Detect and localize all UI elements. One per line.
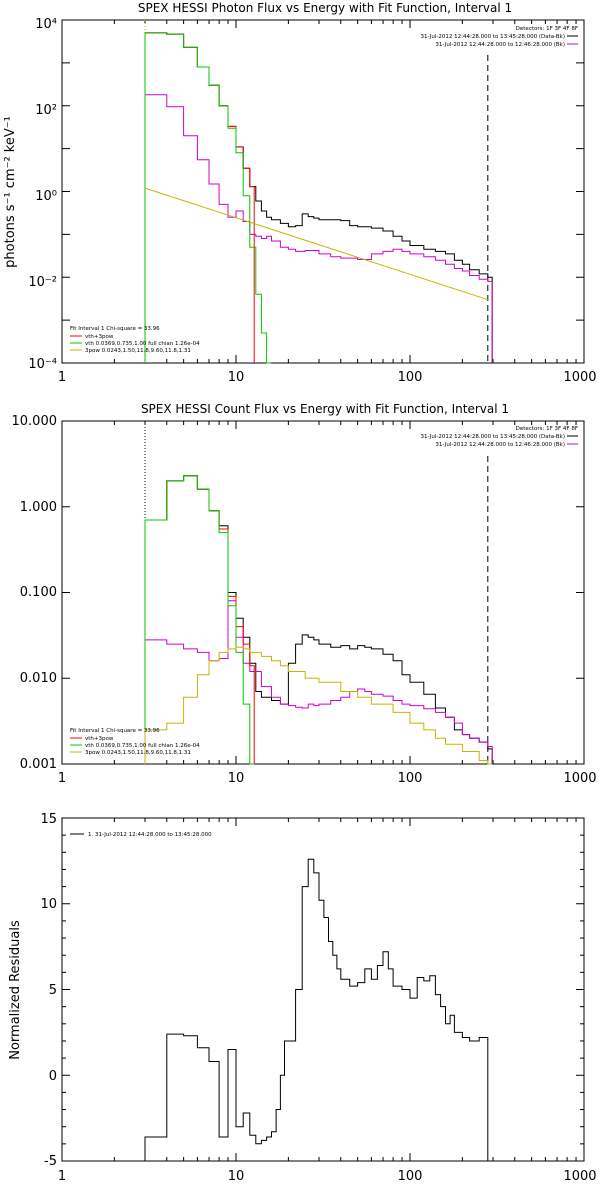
count-flux-y-tick-0.010: 0.010 [20,671,57,686]
count-flux-time-legend-2: 31-Jul-2012 12:44:28.000 to 12:46:28.000… [435,442,565,448]
residuals-y-label: Normalized Residuals [8,920,23,1060]
residuals-x-tick-1: 1 [58,1169,66,1184]
photon-flux-y-label: photons s⁻¹ cm⁻² keV⁻¹ [3,116,18,268]
residuals-legend-label: 1. 31-Jul-2012 12:44:28.000 to 13:45:28.… [88,832,212,838]
count-flux-panel: SPEX HESSI Count Flux vs Energy with Fit… [12,402,597,786]
residuals-x-tick-10: 10 [228,1169,245,1184]
photon-flux-series-vth-3pow [144,32,255,363]
photon-flux-fit-legend-2: vth 0.0369,0.735,1.00 full chian 1.26e-0… [85,341,200,347]
count-flux-y-tick-0.001: 0.001 [20,757,57,772]
count-flux-x-tick-10: 10 [228,771,245,786]
count-flux-series-data-bk [144,475,493,764]
photon-flux-x-tick-100: 100 [398,370,423,385]
count-flux-fit-legend-2: vth 0.0369,0.735,1.00 full chian 1.26e-0… [85,743,200,749]
count-flux-series-vth [144,475,255,765]
residuals-y-tick-neg5: -5 [44,1154,57,1169]
count-flux-y-tick-1.000: 1.000 [20,500,57,515]
photon-flux-series-3pow [144,187,488,301]
count-flux-series-vth-3pow [144,475,255,764]
count-flux-detectors: Detectors: 1F 3F 4F 8F [516,426,578,432]
photon-flux-series-vth [144,32,271,364]
photon-flux-y-tick-1e0: 10⁰ [35,189,57,204]
photon-flux-series-data-bk [144,32,493,363]
residuals-y-tick-5: 5 [49,983,57,998]
photon-flux-x-tick-10: 10 [228,370,245,385]
residuals-marks [61,817,584,1162]
count-flux-y-tick-10.000: 10.000 [12,414,58,429]
residuals-series-1-31-jul-2012-12-44-28-000-to-13-45-28-000 [144,858,493,1162]
count-flux-series-bk [144,600,493,764]
residuals-y-tick-10: 10 [40,897,57,912]
photon-flux-y-tick-1e4: 10⁴ [35,17,57,32]
photon-flux-fit-legend-1: vth+3pow [85,334,114,340]
photon-flux-plot-frame [61,19,585,364]
photon-flux-y-tick-1e-2: 10⁻² [28,275,57,290]
count-flux-time-legend-1: 31-Jul-2012 12:44:28.000 to 13:45:28.000… [421,434,566,440]
count-flux-series-3pow [144,646,493,765]
photon-flux-x-tick-1: 1 [58,370,66,385]
photon-flux-y-tick-1e2: 10² [35,103,57,118]
residuals-y-tick-0: 0 [49,1069,57,1084]
residuals-x-tick-1000: 1000 [563,1169,596,1184]
count-flux-x-tick-1000: 1000 [563,771,596,786]
count-flux-x-tick-1: 1 [58,771,66,786]
count-flux-plot-frame [61,420,585,765]
count-flux-marks [61,420,584,765]
photon-flux-fit-legend-3: 3pow 0.0243,1.50,11.8,9.60,11.8,1.31 [85,348,191,354]
photon-flux-y-tick-1e-4: 10⁻⁴ [28,357,57,372]
count-flux-y-tick-0.100: 0.100 [20,585,57,600]
residuals-panel: Normalized Residuals 1 10 100 1000 -5 0 … [8,812,597,1184]
count-flux-fit-legend-1: vth+3pow [85,736,114,742]
count-flux-fit-legend-3: 3pow 0.0243,1.50,11.8,9.60,11.8,1.31 [85,750,191,756]
count-flux-title: SPEX HESSI Count Flux vs Energy with Fit… [141,402,509,416]
photon-flux-series-bk [144,94,493,363]
photon-flux-time-legend-1: 31-Jul-2012 12:44:28.000 to 13:45:28.000… [421,34,566,40]
residuals-plot-frame [61,817,585,1162]
residuals-y-tick-15: 15 [40,812,57,827]
residuals-x-tick-100: 100 [398,1169,423,1184]
photon-flux-detectors: Detectors: 1F 3F 4F 8F [516,26,578,32]
photon-flux-title: SPEX HESSI Photon Flux vs Energy with Fi… [138,1,512,15]
photon-flux-fit-header: Fit Interval 1 Chi-square = 33.96 [70,326,160,332]
photon-flux-time-legend-2: 31-Jul-2012 12:44:28.000 to 12:46:28.000… [435,42,565,48]
photon-flux-marks [61,19,584,364]
photon-flux-x-tick-1000: 1000 [563,370,596,385]
count-flux-fit-header: Fit Interval 1 Chi-square = 33.96 [70,728,160,734]
photon-flux-panel: SPEX HESSI Photon Flux vs Energy with Fi… [3,1,597,385]
count-flux-x-tick-100: 100 [398,771,423,786]
